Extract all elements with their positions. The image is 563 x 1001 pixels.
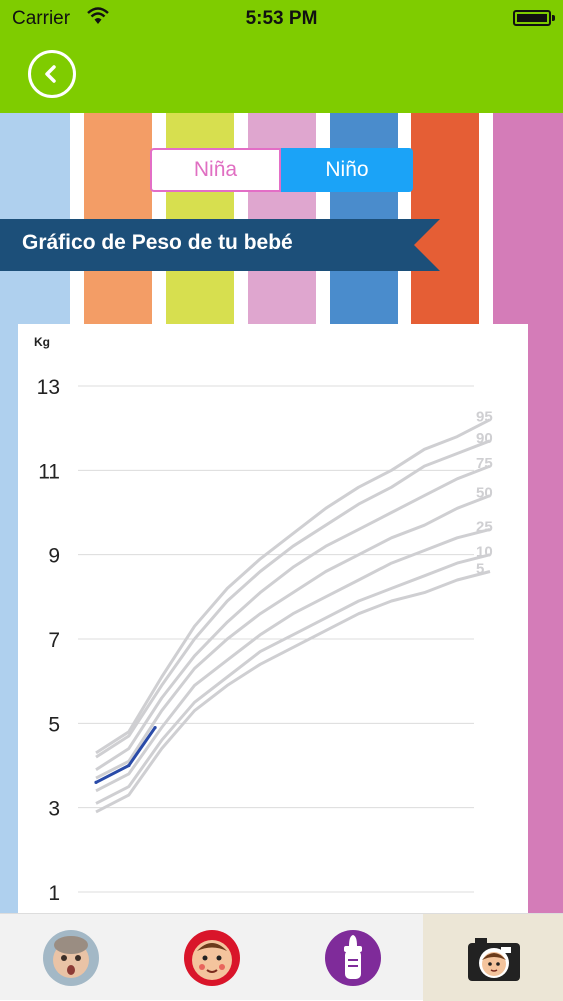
baby-bottle-icon [325,930,381,986]
weight-chart: 1 3 5 7 9 11 13 Kg 5 10 25 50 75 90 95 [18,324,528,913]
percentile-line [95,527,491,793]
y-axis-label: Kg [34,335,50,349]
back-button[interactable] [28,50,76,98]
baby-weight-point [127,763,131,768]
wifi-icon [86,6,110,31]
chevron-left-icon [45,65,56,83]
y-tick-label: 9 [48,545,60,568]
clock: 5:53 PM [245,8,318,29]
tab-bar [0,913,563,1001]
series-label: 5 [476,561,484,578]
percentile-line [95,570,491,814]
baby-weight-point [94,780,98,784]
girl-segment[interactable]: Niña [150,148,281,192]
page-title: Gráfico de Peso de tu bebé [22,231,293,254]
series-label: 50 [476,485,493,502]
nav-bar [0,40,563,113]
tab-baby-bottle[interactable] [282,914,422,1001]
baby-face-icon [184,930,240,986]
y-tick-label: 13 [37,376,60,399]
tab-baby-face[interactable] [141,914,281,1001]
percentile-line [95,418,491,755]
percentile-line [95,494,491,780]
series-label: 95 [476,409,493,426]
carrier-label: Carrier [12,8,71,29]
status-bar: Carrier 5:53 PM [0,0,563,40]
camera-icon [468,938,520,981]
tab-camera[interactable] [423,914,563,1001]
baby-photo-icon [43,930,99,986]
y-tick-label: 1 [48,882,60,905]
y-tick-label: 5 [48,713,60,736]
percentile-line [95,464,491,771]
series-label: 25 [476,518,493,535]
series-label: 75 [476,455,493,472]
title-banner: Gráfico de Peso de tu bebé [0,219,440,271]
series-label: 10 [476,544,493,561]
percentile-line [95,553,491,805]
baby-weight-point [153,725,157,730]
series-label: 90 [476,430,493,447]
y-tick-label: 7 [48,629,60,652]
battery-icon [513,10,555,26]
gender-segmented-control: Niña Niño [150,148,413,192]
percentile-line [95,439,491,759]
boy-segment[interactable]: Niño [281,148,413,192]
y-tick-label: 3 [48,798,60,821]
tab-baby-photo[interactable] [0,914,140,1001]
y-tick-label: 11 [38,460,60,483]
